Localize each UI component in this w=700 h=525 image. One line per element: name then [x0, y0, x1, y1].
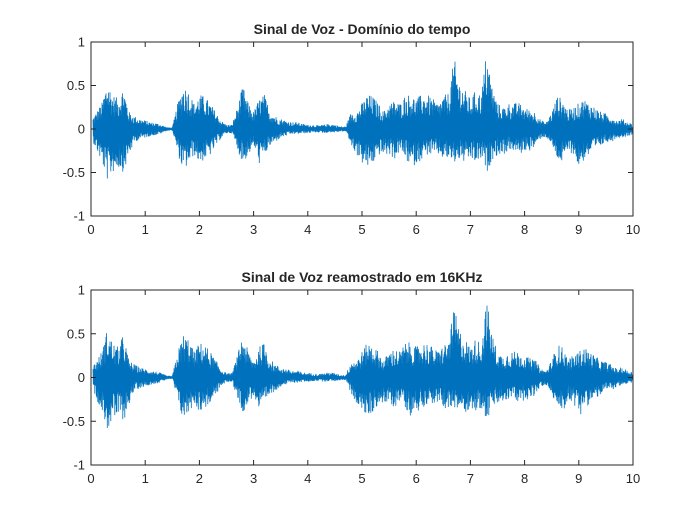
y-tick-label: -1	[73, 458, 85, 473]
y-tick-label: 0	[78, 122, 85, 137]
chart-title: Sinal de Voz - Domínio do tempo	[254, 21, 471, 37]
waveform-series	[92, 61, 633, 179]
y-tick-label: 1	[78, 283, 85, 298]
x-tick-label: 9	[575, 222, 582, 237]
x-tick-label: 3	[250, 471, 257, 486]
x-tick-label: 3	[250, 222, 257, 237]
x-tick-label: 1	[142, 471, 149, 486]
y-tick-label: -0.5	[63, 165, 85, 180]
x-tick-label: 10	[626, 471, 640, 486]
x-tick-label: 8	[521, 222, 528, 237]
y-tick-label: -1	[73, 209, 85, 224]
x-tick-label: 2	[196, 471, 203, 486]
y-tick-label: 0.5	[67, 78, 85, 93]
x-tick-label: 5	[358, 222, 365, 237]
x-tick-label: 1	[142, 222, 149, 237]
subplot-resampled: Sinal de Voz reamostrado em 16KHz 0 1 2 3 4 5 6…	[63, 269, 641, 486]
chart-title: Sinal de Voz reamostrado em 16KHz	[242, 269, 483, 285]
x-tick-label: 4	[304, 222, 311, 237]
waveform-series	[92, 305, 633, 428]
y-tick-label: 0.5	[67, 326, 85, 341]
x-tick-label: 7	[467, 471, 474, 486]
x-tick-label: 8	[521, 471, 528, 486]
subplot-time-domain: Sinal de Voz - Domínio do tempo 0 1 2 3 4 5 6 7 8…	[63, 21, 641, 237]
y-tick-label: 1	[78, 35, 85, 50]
x-tick-label: 6	[413, 222, 420, 237]
y-tick-label: -0.5	[63, 414, 85, 429]
x-tick-label: 5	[358, 471, 365, 486]
x-tick-label: 6	[413, 471, 420, 486]
x-tick-label: 0	[87, 471, 94, 486]
x-tick-label: 2	[196, 222, 203, 237]
x-tick-label: 9	[575, 471, 582, 486]
x-tick-label: 10	[626, 222, 640, 237]
y-tick-label: 0	[78, 370, 85, 385]
x-tick-label: 7	[467, 222, 474, 237]
x-tick-label: 4	[304, 471, 311, 486]
x-tick-label: 0	[87, 222, 94, 237]
